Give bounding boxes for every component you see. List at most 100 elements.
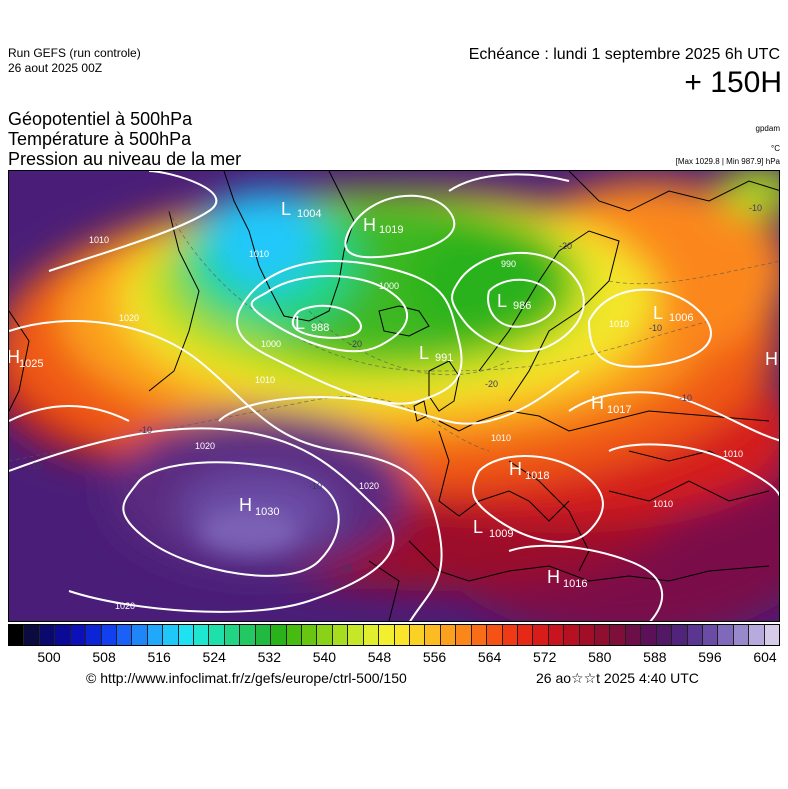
colorbar-swatch <box>672 625 688 645</box>
svg-text:L: L <box>419 343 429 363</box>
coastlines <box>9 171 779 621</box>
pressure-center: L 1004 <box>281 199 321 220</box>
colorbar-tick-label: 516 <box>147 649 171 665</box>
colorbar-tick-label: 564 <box>477 649 502 665</box>
title-geopotential: Géopotentiel à 500hPa <box>8 109 193 129</box>
colorbar-swatch <box>749 625 765 645</box>
isobar-label: 1000 <box>379 281 399 291</box>
colorbar-swatch <box>610 625 626 645</box>
pressure-center: L 991 <box>419 343 453 364</box>
colorbar-tick-label: 572 <box>533 649 557 665</box>
svg-text:L: L <box>281 199 291 219</box>
pressure-center: L 986 <box>497 291 531 312</box>
colorbar-swatch <box>718 625 734 645</box>
colorbar-swatch <box>579 625 596 645</box>
colorbar-tick-label: 524 <box>202 649 226 665</box>
colorbar-swatch <box>9 625 25 645</box>
temp-label: -20 <box>349 339 362 349</box>
unit-geopotential: gpdam <box>755 124 780 133</box>
colorbar-swatch <box>39 625 56 645</box>
temperature-shading <box>9 171 779 621</box>
colorbar-tick-label: 580 <box>588 649 612 665</box>
svg-text:1030: 1030 <box>255 506 279 518</box>
colorbar-swatch <box>394 625 410 645</box>
colorbar-swatch <box>409 625 426 645</box>
temp-label: -10 <box>679 393 692 403</box>
colorbar-swatch <box>687 625 703 645</box>
colorbar-swatch <box>533 625 549 645</box>
isobar-label: 1020 <box>359 481 379 491</box>
svg-text:1025: 1025 <box>19 358 43 370</box>
run-title: Run GEFS (run controle) <box>8 46 141 60</box>
svg-text:991: 991 <box>435 352 453 364</box>
colorbar-swatch <box>502 625 518 645</box>
svg-text:L: L <box>653 303 663 323</box>
colorbar-swatch <box>224 625 241 645</box>
colorbar-tick-label: 532 <box>257 649 281 665</box>
colorbar-swatch <box>70 625 87 645</box>
colorbar-swatch <box>55 625 71 645</box>
colorbar-swatch <box>702 625 719 645</box>
temp-label: -10 <box>649 323 662 333</box>
colorbar-swatch <box>101 625 117 645</box>
generation-time: 26 ao☆☆t 2025 4:40 UTC <box>536 670 699 686</box>
pressure-center: H 1019 <box>363 215 403 236</box>
colorbar-swatch <box>317 625 333 645</box>
svg-text:H: H <box>9 347 20 367</box>
run-date: 26 aout 2025 00Z <box>8 61 103 75</box>
unit-temperature: °C <box>771 144 780 153</box>
colorbar-swatch <box>348 625 364 645</box>
temp-label: -10 <box>309 481 322 491</box>
svg-text:L: L <box>497 291 507 311</box>
colorbar-swatch <box>548 625 565 645</box>
colorbar-swatch <box>147 625 164 645</box>
colorbar-swatch <box>456 625 472 645</box>
copyright-footer: © http://www.infoclimat.fr/z/gefs/europe… <box>86 670 407 686</box>
colorbar-swatch <box>656 625 673 645</box>
isobar-label: 1020 <box>119 313 139 323</box>
isobar-label: 1010 <box>609 319 629 329</box>
temp-label: -20 <box>559 241 572 251</box>
colorbar-swatch <box>286 625 303 645</box>
pressure-center: H 1018 <box>509 459 549 482</box>
svg-text:H: H <box>591 393 604 413</box>
pressure-center: H 1030 <box>239 495 279 518</box>
colorbar-swatch <box>240 625 256 645</box>
isobar-label: 1010 <box>723 449 743 459</box>
svg-text:1018: 1018 <box>525 470 549 482</box>
temp-label: -10 <box>29 461 42 471</box>
svg-text:1016: 1016 <box>563 578 587 590</box>
isobar-label: 1010 <box>249 249 269 259</box>
temp-label: -20 <box>485 379 498 389</box>
svg-text:H: H <box>547 567 560 587</box>
title-pressure: Pression au niveau de la mer <box>8 149 242 169</box>
pressure-center: H1025 <box>9 347 43 370</box>
pressure-center: H 1016 <box>547 567 587 590</box>
colorbar-swatch <box>163 625 179 645</box>
colorbar-swatch <box>302 625 318 645</box>
isobar-label: 1010 <box>89 235 109 245</box>
svg-text:986: 986 <box>513 300 531 312</box>
isobar-label: 1010 <box>255 375 275 385</box>
colorbar-swatch <box>86 625 102 645</box>
colorbar-swatch <box>641 625 657 645</box>
svg-text:1004: 1004 <box>297 208 321 220</box>
colorbar-swatch <box>564 625 580 645</box>
colorbar-swatch <box>425 625 441 645</box>
colorbar-tick-label: 588 <box>643 649 667 665</box>
temperature-labels: -10 -20 -20 -10 -10 -20 -10 -10 -10 -10 <box>29 203 762 573</box>
pressure-center: L 988 <box>295 313 329 334</box>
svg-text:H: H <box>765 349 778 369</box>
colorbar-swatch <box>487 625 503 645</box>
svg-text:1017: 1017 <box>607 404 631 416</box>
pressure-center: L 1009 <box>473 517 513 540</box>
isobar-label: 1020 <box>115 601 135 611</box>
isobar-label: 1000 <box>261 339 281 349</box>
pressure-center: H <box>765 349 778 369</box>
colorbar-swatch <box>471 625 488 645</box>
colorbar-swatch <box>625 625 642 645</box>
forecast-time: Echéance : lundi 1 septembre 2025 6h UTC <box>468 46 780 63</box>
svg-text:L: L <box>473 517 483 537</box>
colorbar-swatch <box>271 625 287 645</box>
